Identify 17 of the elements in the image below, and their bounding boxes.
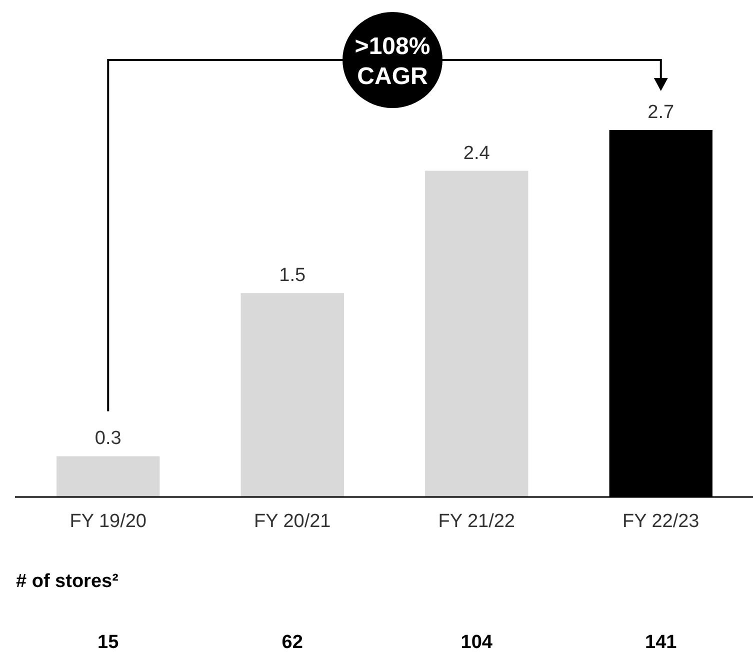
bar [240, 293, 344, 497]
text: 141 [645, 632, 678, 653]
text: >108% CAGR [354, 33, 430, 90]
x-tick-label: FY 19/20 [70, 511, 147, 532]
data-label: 2.7 [648, 102, 674, 123]
data-label: 2.4 [463, 142, 490, 164]
bar [425, 170, 528, 497]
data-label: 0.3 [94, 428, 122, 450]
text: 62 [282, 632, 303, 653]
text: 104 [460, 632, 493, 653]
text: # of stores² [16, 571, 118, 592]
x-tick-label: FY 20/21 [254, 511, 331, 532]
x-tick-label: FY 21/22 [438, 511, 516, 532]
data-label: 1.5 [279, 265, 306, 286]
x-tick-label: FY 22/23 [622, 511, 700, 532]
bar [56, 456, 160, 497]
text: 15 [98, 632, 120, 653]
